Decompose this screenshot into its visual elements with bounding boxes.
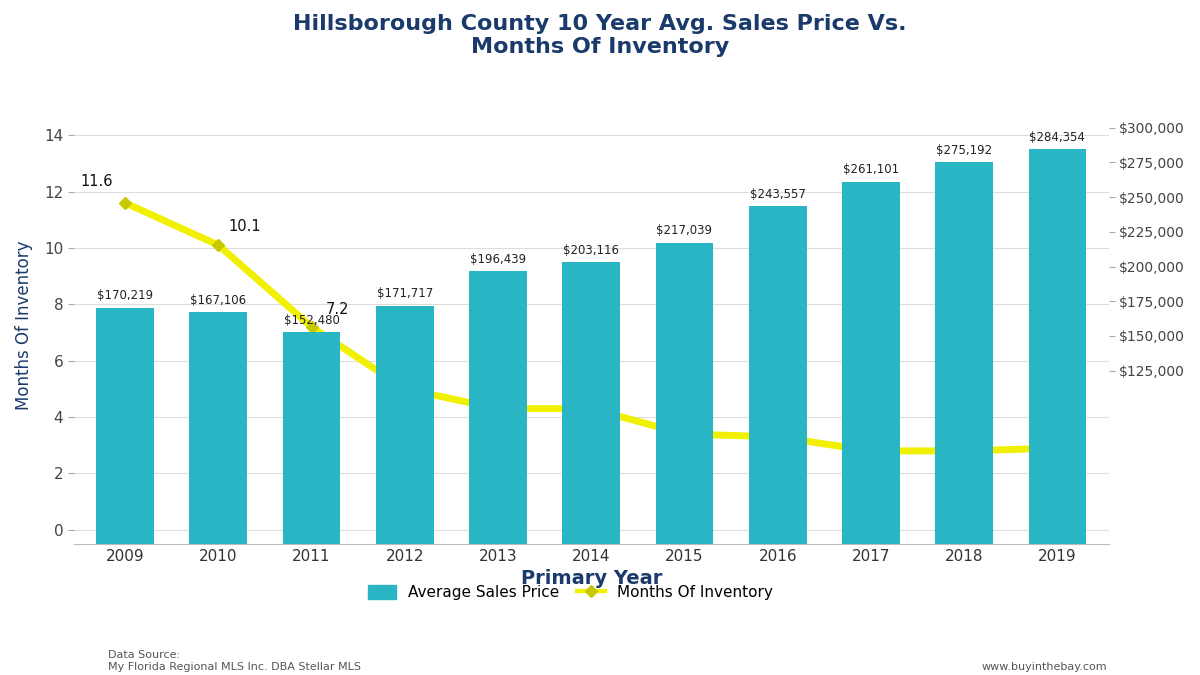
Text: Data Source:
My Florida Regional MLS Inc. DBA Stellar MLS: Data Source: My Florida Regional MLS Inc…: [108, 650, 361, 672]
Text: 3.3: 3.3: [762, 458, 785, 473]
Bar: [283, 332, 341, 544]
Text: $196,439: $196,439: [470, 253, 526, 266]
Bar: [469, 271, 527, 544]
Text: $152,480: $152,480: [283, 314, 340, 327]
Bar: [1028, 149, 1086, 544]
Text: $217,039: $217,039: [656, 224, 713, 238]
Text: $167,106: $167,106: [191, 294, 246, 306]
Text: 2.8: 2.8: [854, 472, 878, 487]
Text: 4.3: 4.3: [481, 430, 505, 445]
Bar: [96, 308, 154, 544]
X-axis label: Primary Year: Primary Year: [521, 570, 662, 589]
Text: $284,354: $284,354: [1030, 131, 1085, 144]
Text: 5: 5: [426, 364, 436, 379]
Text: 7.2: 7.2: [326, 302, 349, 317]
Bar: [190, 312, 247, 544]
Text: 10.1: 10.1: [228, 219, 260, 234]
Text: 4.3: 4.3: [580, 430, 602, 445]
Text: $243,557: $243,557: [750, 188, 805, 200]
Text: Hillsborough County 10 Year Avg. Sales Price Vs.
Months Of Inventory: Hillsborough County 10 Year Avg. Sales P…: [293, 14, 907, 57]
Bar: [842, 182, 900, 544]
Legend: Average Sales Price, Months Of Inventory: Average Sales Price, Months Of Inventory: [362, 579, 779, 606]
Bar: [935, 162, 994, 544]
Text: 2.8: 2.8: [948, 472, 971, 487]
Text: $275,192: $275,192: [936, 144, 992, 157]
Bar: [749, 206, 806, 544]
Y-axis label: Months Of Inventory: Months Of Inventory: [14, 241, 32, 410]
Text: $171,717: $171,717: [377, 287, 433, 300]
Text: $261,101: $261,101: [842, 163, 899, 176]
Text: $203,116: $203,116: [563, 244, 619, 256]
Text: 11.6: 11.6: [80, 173, 113, 189]
Text: 2.9: 2.9: [1042, 469, 1064, 484]
Text: 3.4: 3.4: [668, 455, 691, 470]
Text: $170,219: $170,219: [97, 290, 154, 302]
Text: www.buyinthebay.com: www.buyinthebay.com: [982, 662, 1106, 672]
Bar: [655, 243, 713, 544]
Bar: [376, 306, 433, 544]
Bar: [563, 262, 620, 544]
